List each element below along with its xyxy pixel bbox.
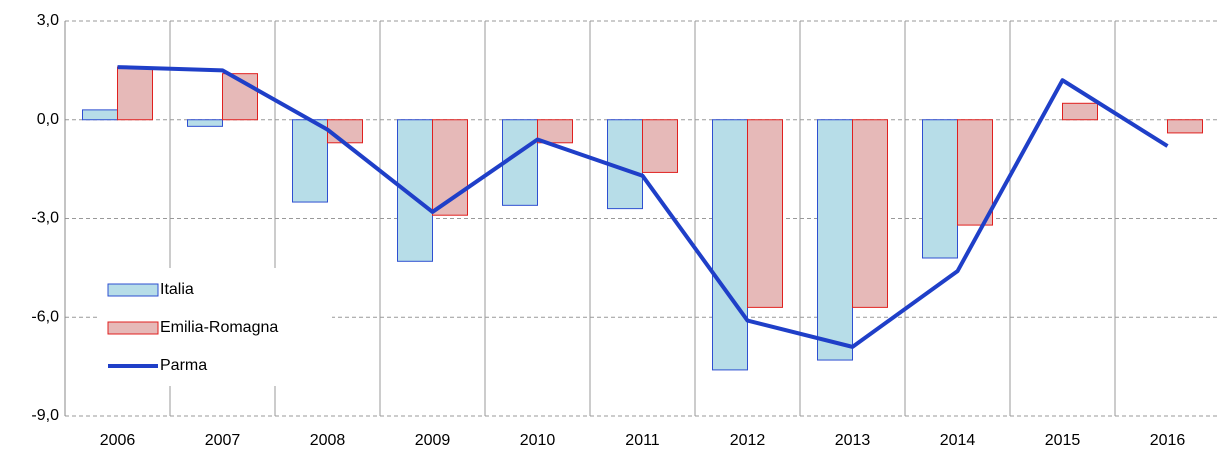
bar: [642, 119, 678, 173]
bar: [712, 119, 748, 371]
bar: [117, 66, 153, 121]
x-tick-label: 2012: [730, 432, 766, 449]
x-tick-label: 2011: [625, 432, 660, 449]
bar: [502, 119, 538, 206]
y-tick-label: -6,0: [31, 308, 59, 325]
bar: [747, 119, 783, 308]
bar: [1167, 119, 1203, 134]
y-tick-label: -9,0: [31, 407, 59, 424]
x-tick-label: 2014: [940, 432, 976, 449]
x-tick-label: 2009: [415, 432, 451, 449]
y-tick-label: 0,0: [37, 111, 59, 128]
bar: [537, 119, 573, 144]
y-tick-label: -3,0: [31, 210, 59, 227]
bar: [187, 119, 223, 127]
x-tick-label: 2008: [310, 432, 346, 449]
x-tick-label: 2013: [835, 432, 871, 449]
bar: [82, 109, 118, 121]
bar: [222, 73, 258, 121]
legend-swatch: [107, 283, 159, 297]
legend-label: Emilia-Romagna: [160, 319, 278, 336]
bar: [817, 119, 853, 361]
bar: [1062, 102, 1098, 121]
bar: [922, 119, 958, 259]
line: [117, 65, 1169, 349]
bar: [957, 119, 993, 226]
bar: [852, 119, 888, 308]
x-tick-label: 2010: [520, 432, 556, 449]
y-tick-label: 3,0: [37, 12, 59, 29]
x-tick-label: 2007: [205, 432, 241, 449]
legend-label: Parma: [160, 357, 207, 374]
x-tick-label: 2006: [100, 432, 136, 449]
bar: [292, 119, 328, 203]
x-tick-label: 2016: [1150, 432, 1186, 449]
x-tick-label: 2015: [1045, 432, 1081, 449]
legend-label: Italia: [160, 281, 194, 298]
legend-swatch: [107, 321, 159, 335]
